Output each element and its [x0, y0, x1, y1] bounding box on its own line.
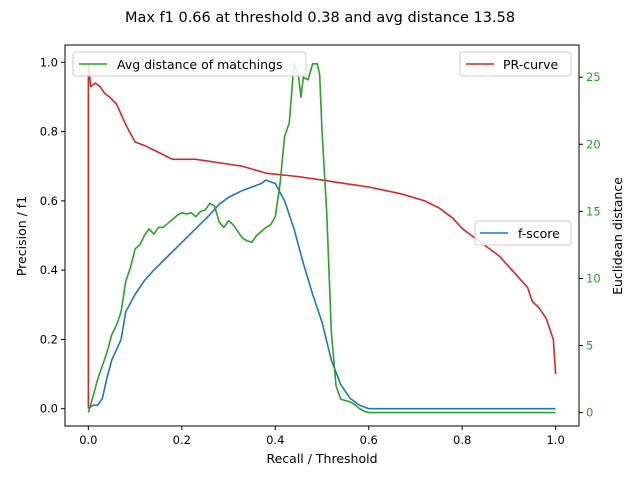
x-axis-label: Recall / Threshold: [266, 451, 377, 466]
series-pr-curve: [87, 61, 557, 409]
y2-axis-label: Euclidean distance: [610, 177, 625, 295]
y2-tick-label: 5: [586, 339, 593, 353]
y-tick-label: 0.4: [40, 263, 58, 277]
y2-tick-label: 20: [586, 137, 601, 151]
x-axis-ticks: 0.0 0.2 0.4 0.6 0.8 1.0: [79, 426, 565, 447]
legend-upper-left: Avg distance of matchings: [72, 51, 307, 77]
y-axis-label: Precision / f1: [14, 196, 29, 276]
y-tick-label: 0.6: [40, 194, 58, 208]
y2-tick-label: 0: [586, 406, 593, 420]
legend-label-avg-distance: Avg distance of matchings: [117, 57, 282, 72]
chart-title: Max f1 0.66 at threshold 0.38 and avg di…: [125, 10, 515, 26]
legend-label-pr-curve: PR-curve: [503, 57, 559, 72]
series-f-score: [87, 179, 556, 410]
y-tick-label: 0.8: [40, 125, 58, 139]
x-tick-label: 0.2: [173, 433, 191, 447]
y-tick-label: 0.2: [40, 332, 58, 346]
series-layer: [87, 61, 557, 414]
x-tick-label: 0.8: [453, 433, 471, 447]
y2-axis-ticks: 0 5 10 15 20 25: [579, 70, 601, 420]
x-tick-label: 0.4: [266, 433, 284, 447]
y-tick-label: 1.0: [40, 55, 58, 69]
legend-box: [459, 51, 572, 77]
legend-upper-right: PR-curve: [459, 51, 572, 77]
legend-box: [72, 51, 307, 77]
x-tick-label: 0.6: [360, 433, 378, 447]
y2-tick-label: 25: [586, 70, 601, 84]
x-tick-label: 0.0: [79, 433, 97, 447]
y2-tick-label: 15: [586, 204, 601, 218]
series-avg-distance: [87, 62, 556, 414]
x-tick-label: 1.0: [546, 433, 564, 447]
legend-box: [474, 220, 572, 246]
y2-tick-label: 10: [586, 271, 601, 285]
legend-label-f-score: f-score: [518, 226, 560, 241]
legend-center-right: f-score: [474, 220, 572, 246]
plot-frame: [64, 44, 580, 427]
y-tick-label: 0.0: [40, 402, 58, 416]
y-axis-ticks: 0.0 0.2 0.4 0.6 0.8 1.0: [40, 55, 65, 416]
